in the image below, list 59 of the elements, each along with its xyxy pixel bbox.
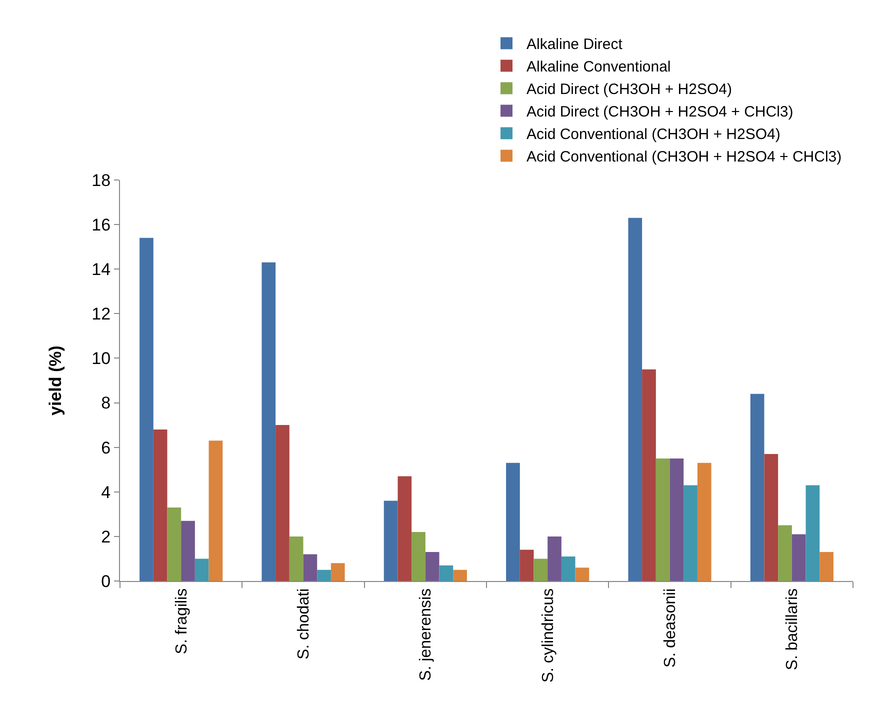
x-tick-label: S. deasonii xyxy=(662,588,679,668)
bar xyxy=(412,532,426,581)
bar xyxy=(453,570,467,581)
y-tick-label: 12 xyxy=(92,304,111,324)
bar xyxy=(534,558,548,581)
x-tick-label: S. jenerensis xyxy=(418,588,435,681)
y-tick-label: 6 xyxy=(101,438,111,458)
bar xyxy=(384,500,398,581)
bar xyxy=(140,238,154,581)
bar xyxy=(806,485,820,581)
bar xyxy=(208,440,223,581)
legend-label: Acid Conventional (CH3OH + H2SO4) xyxy=(526,126,780,144)
bar xyxy=(425,552,440,581)
bar xyxy=(697,462,712,581)
bar xyxy=(262,262,276,581)
y-tick-label: 16 xyxy=(92,216,111,235)
bar xyxy=(820,552,834,581)
x-tick-label: S. cylindricus xyxy=(540,588,557,683)
bar xyxy=(194,558,209,581)
bar xyxy=(764,454,778,581)
legend-label: Acid Direct (CH3OH + H2SO4 + CHCl3) xyxy=(526,104,794,121)
y-tick-label: 0 xyxy=(101,572,111,591)
bar xyxy=(750,394,764,581)
bar xyxy=(506,462,520,581)
y-tick-label: 14 xyxy=(92,260,111,280)
x-tick-label: S. fragilis xyxy=(173,588,190,654)
bar xyxy=(520,550,534,581)
legend-label: Acid Direct (CH3OH + H2SO4) xyxy=(526,81,732,98)
x-tick-label: S. bacillaris xyxy=(784,588,802,670)
legend-label: Alkaline Direct xyxy=(526,36,624,54)
bar xyxy=(398,476,412,581)
bar xyxy=(330,563,345,581)
legend-label: Acid Conventional (CH3OH + H2SO4 + CHCl3) xyxy=(526,148,842,166)
bar xyxy=(303,554,318,581)
bar xyxy=(153,430,168,581)
bar xyxy=(561,556,576,581)
bar xyxy=(317,570,331,581)
bar xyxy=(276,425,290,581)
bar xyxy=(642,369,656,581)
bar xyxy=(656,458,670,581)
y-tick-label: 18 xyxy=(92,170,111,190)
bar xyxy=(628,218,642,581)
y-tick-label: 10 xyxy=(92,349,111,368)
bar xyxy=(439,565,454,581)
bar xyxy=(181,520,195,581)
bar xyxy=(575,568,590,581)
bar xyxy=(289,536,304,581)
bar xyxy=(684,485,698,581)
bar xyxy=(548,536,562,581)
y-axis-title: yield (%) xyxy=(46,346,66,416)
bar xyxy=(778,525,792,581)
y-tick-label: 8 xyxy=(101,394,111,413)
y-tick-label: 4 xyxy=(101,482,111,502)
y-tick-label: 2 xyxy=(101,527,111,546)
bar xyxy=(670,458,684,581)
bar xyxy=(792,534,806,581)
legend-label: Alkaline Conventional xyxy=(526,58,671,76)
bar xyxy=(167,507,182,581)
x-tick-label: S. chodati xyxy=(295,588,312,660)
